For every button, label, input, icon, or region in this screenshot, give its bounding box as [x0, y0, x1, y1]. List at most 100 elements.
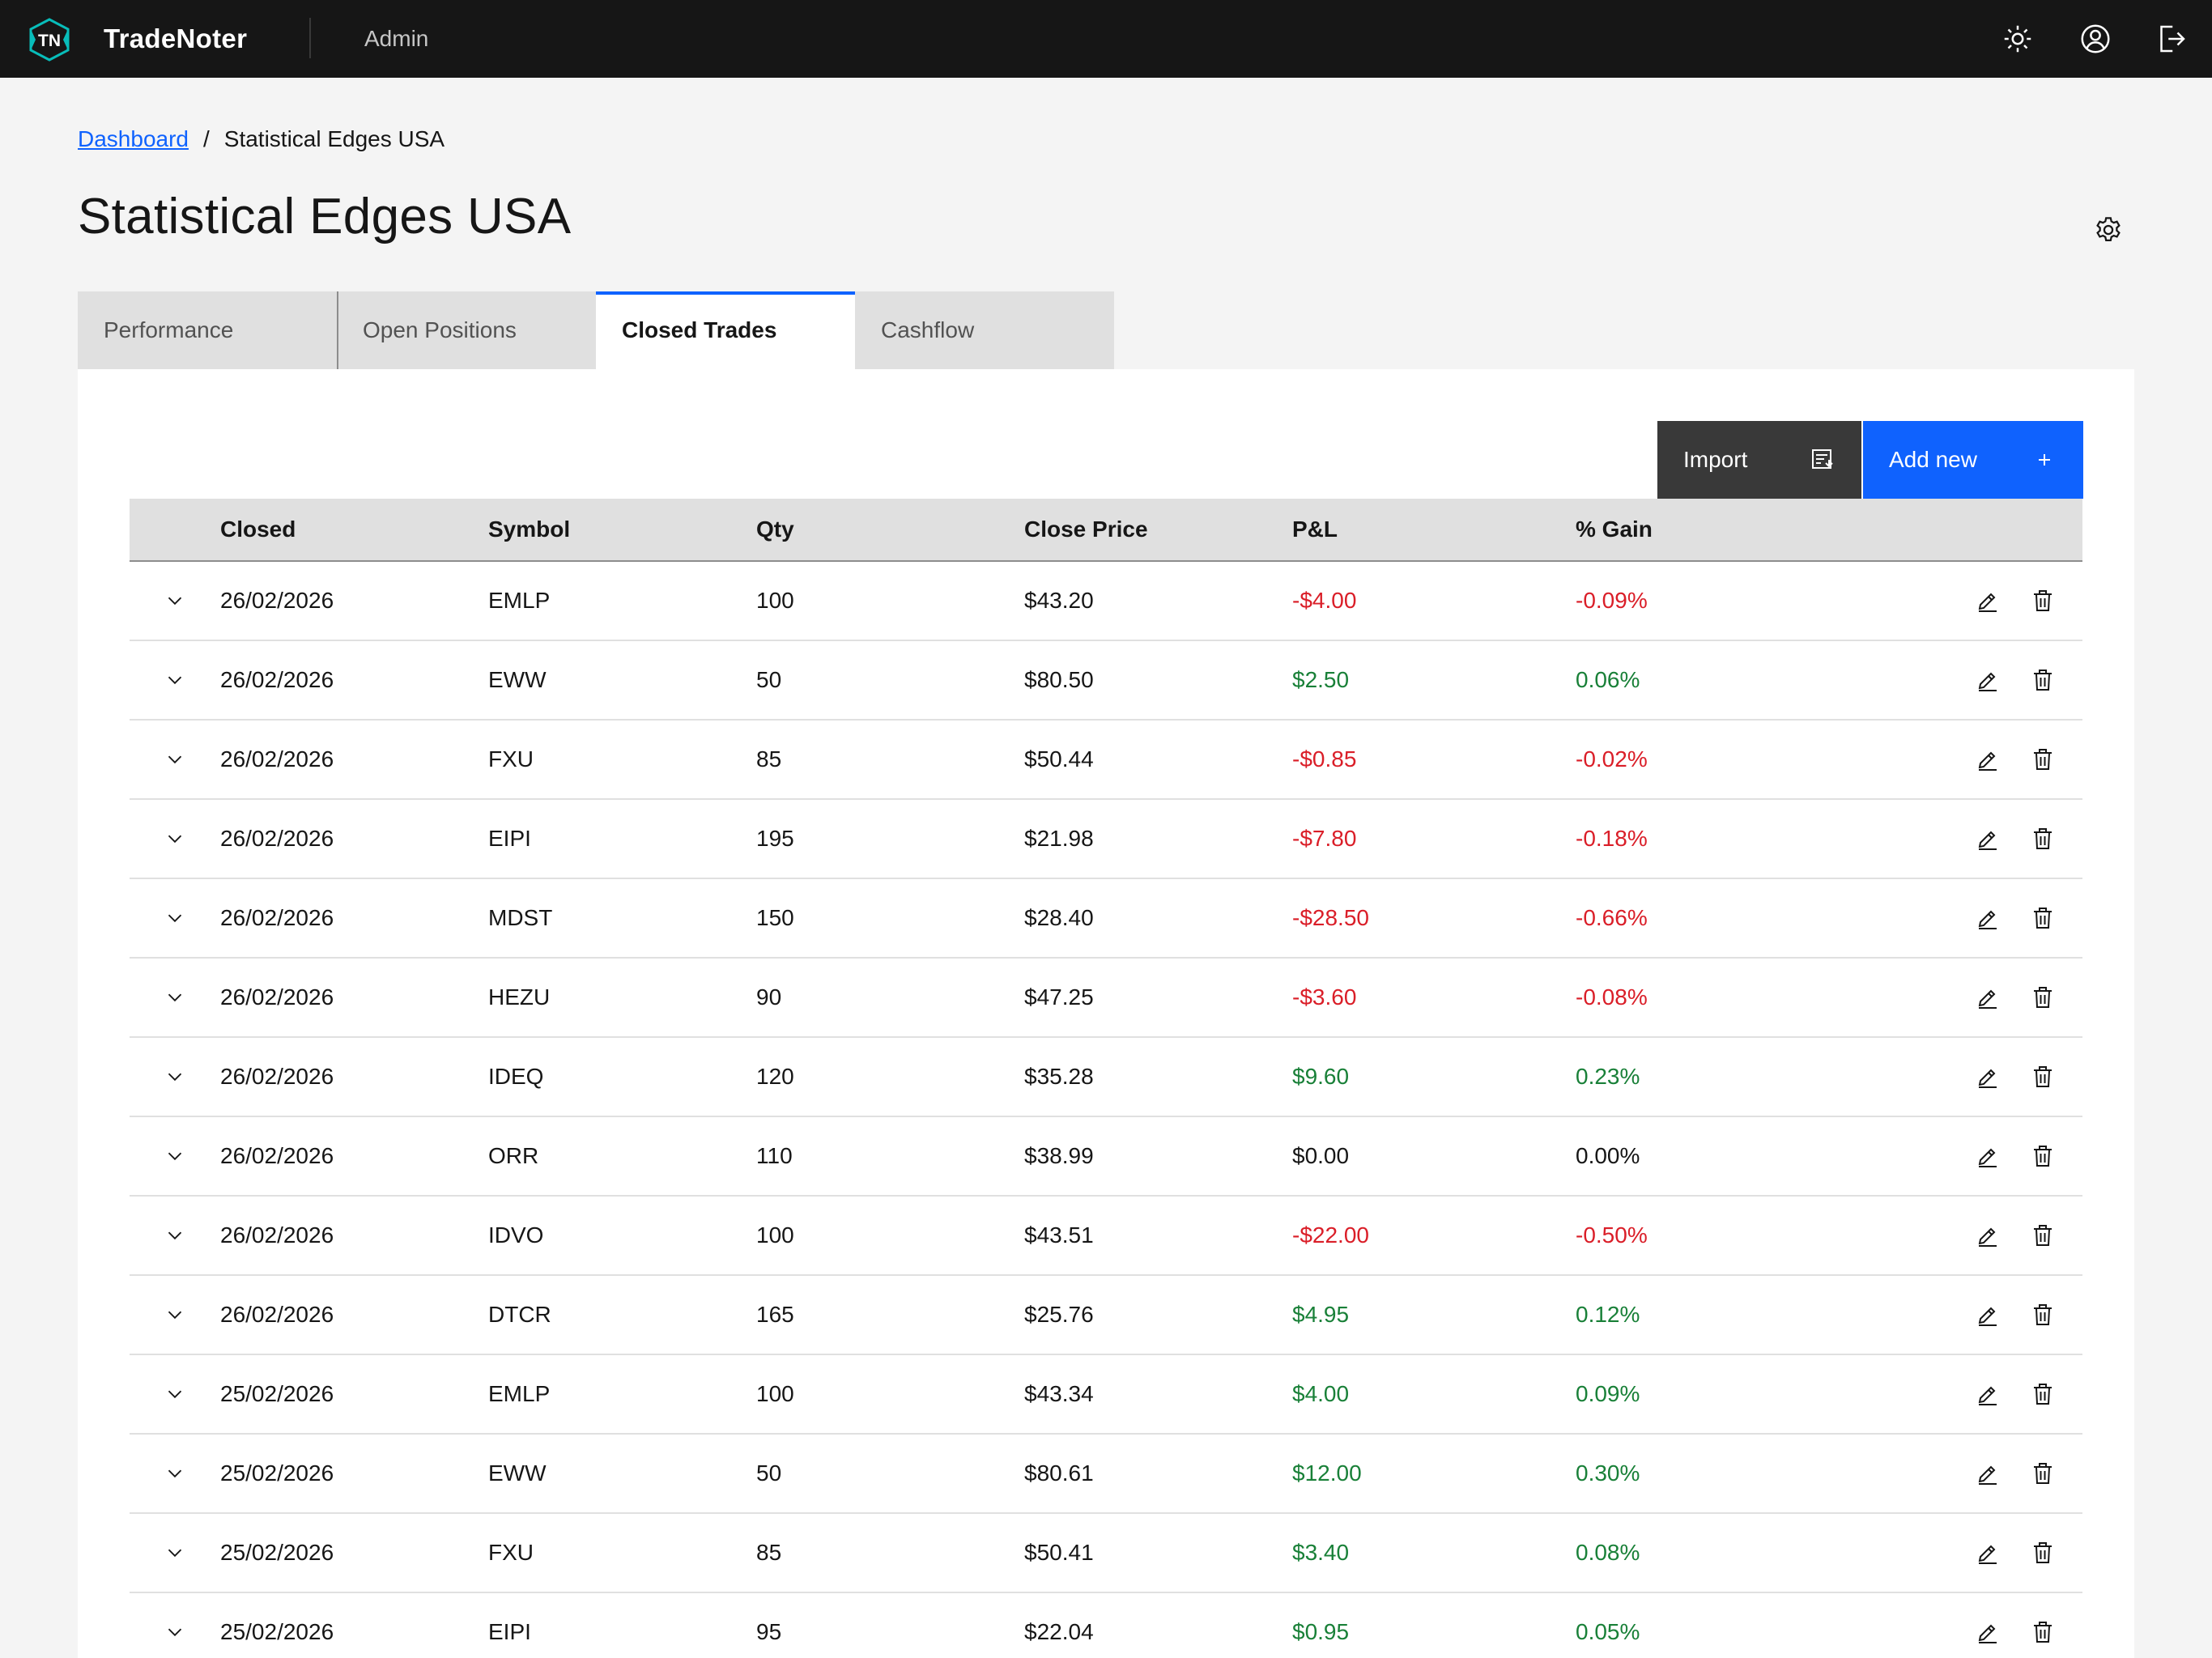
theme-toggle-button[interactable]	[1998, 19, 2037, 58]
cell-closed: 25/02/2026	[220, 1460, 334, 1486]
edit-trade-button[interactable]	[1972, 665, 2003, 695]
pencil-icon	[1978, 672, 1997, 691]
cell-symbol: IDVO	[488, 1222, 544, 1248]
trash-icon	[2034, 590, 2052, 611]
delete-trade-button[interactable]	[2027, 903, 2058, 933]
app-name[interactable]: TradeNoter	[104, 23, 248, 53]
trash-icon	[2034, 1146, 2052, 1167]
delete-trade-button[interactable]	[2027, 1617, 2058, 1647]
trash-icon	[2034, 908, 2052, 929]
cell-qty: 195	[756, 826, 794, 851]
edit-trade-button[interactable]	[1972, 585, 2003, 616]
logout-icon	[2160, 25, 2185, 53]
trash-icon	[2034, 828, 2052, 849]
gear-icon	[2096, 217, 2121, 241]
delete-trade-button[interactable]	[2027, 1220, 2058, 1251]
logout-button[interactable]	[2152, 19, 2191, 58]
import-button[interactable]: Import	[1657, 421, 1863, 499]
edit-trade-button[interactable]	[1972, 982, 2003, 1013]
table-row: 26/02/2026 IDVO 100 $43.51 -$22.00 -0.50…	[130, 1197, 2082, 1276]
edit-trade-button[interactable]	[1972, 903, 2003, 933]
expand-row-button[interactable]	[160, 903, 190, 933]
cell-pnl: -$4.00	[1292, 588, 1357, 613]
delete-trade-button[interactable]	[2027, 1379, 2058, 1409]
column-header-pnl[interactable]: P&L	[1292, 517, 1338, 542]
delete-trade-button[interactable]	[2027, 1537, 2058, 1568]
pencil-icon	[1978, 1148, 1997, 1167]
edit-trade-button[interactable]	[1972, 1299, 2003, 1330]
expand-row-button[interactable]	[160, 982, 190, 1013]
cell-close-price: $80.61	[1024, 1460, 1094, 1486]
tab-closed-trades[interactable]: Closed Trades	[596, 291, 855, 369]
expand-row-button[interactable]	[160, 1617, 190, 1647]
delete-trade-button[interactable]	[2027, 744, 2058, 775]
edit-trade-button[interactable]	[1972, 1220, 2003, 1251]
edit-trade-button[interactable]	[1972, 1458, 2003, 1489]
delete-trade-button[interactable]	[2027, 1458, 2058, 1489]
tab-performance[interactable]: Performance	[78, 291, 337, 369]
column-header-closed[interactable]: Closed	[220, 517, 296, 542]
edit-trade-button[interactable]	[1972, 1617, 2003, 1647]
expand-row-button[interactable]	[160, 1379, 190, 1409]
edit-trade-button[interactable]	[1972, 744, 2003, 775]
delete-trade-button[interactable]	[2027, 1299, 2058, 1330]
expand-row-button[interactable]	[160, 1061, 190, 1092]
page-title: Statistical Edges USA	[78, 189, 572, 244]
column-header-qty[interactable]: Qty	[756, 517, 794, 542]
table-row: 26/02/2026 EIPI 195 $21.98 -$7.80 -0.18%	[130, 800, 2082, 879]
settings-button[interactable]	[2091, 212, 2126, 248]
cell-gain: 0.23%	[1576, 1064, 1640, 1089]
cell-closed: 26/02/2026	[220, 1302, 334, 1327]
delete-trade-button[interactable]	[2027, 1141, 2058, 1171]
expand-row-button[interactable]	[160, 823, 190, 854]
pencil-icon	[1978, 910, 1997, 929]
trash-icon	[2034, 1066, 2052, 1087]
column-header-gain[interactable]: % Gain	[1576, 517, 1653, 542]
expand-row-button[interactable]	[160, 744, 190, 775]
cell-pnl: $2.50	[1292, 667, 1350, 692]
cell-closed: 26/02/2026	[220, 746, 334, 772]
expand-row-button[interactable]	[160, 1299, 190, 1330]
cell-pnl: -$0.85	[1292, 746, 1357, 772]
chevron-down-icon	[168, 1469, 182, 1478]
closed-trades-table: Closed Symbol Qty Close Price P&L % Gain…	[130, 499, 2082, 1658]
expand-row-button[interactable]	[160, 1458, 190, 1489]
delete-trade-button[interactable]	[2027, 1061, 2058, 1092]
cell-close-price: $80.50	[1024, 667, 1094, 692]
chevron-down-icon	[168, 1628, 182, 1637]
logo-icon: TN	[29, 18, 70, 62]
expand-row-button[interactable]	[160, 1141, 190, 1171]
expand-row-button[interactable]	[160, 1537, 190, 1568]
cell-symbol: EWW	[488, 667, 547, 692]
breadcrumb-dashboard-link[interactable]: Dashboard	[78, 126, 189, 151]
header-divider	[309, 18, 311, 58]
add-new-button[interactable]: Add new	[1863, 421, 2083, 499]
cell-closed: 25/02/2026	[220, 1381, 334, 1406]
delete-trade-button[interactable]	[2027, 982, 2058, 1013]
expand-row-button[interactable]	[160, 1220, 190, 1251]
app-logo[interactable]: TN	[28, 18, 71, 62]
edit-trade-button[interactable]	[1972, 1141, 2003, 1171]
expand-row-button[interactable]	[160, 585, 190, 616]
column-header-symbol[interactable]: Symbol	[488, 517, 571, 542]
delete-trade-button[interactable]	[2027, 665, 2058, 695]
user-profile-button[interactable]	[2076, 19, 2115, 58]
edit-trade-button[interactable]	[1972, 1379, 2003, 1409]
edit-trade-button[interactable]	[1972, 1061, 2003, 1092]
cell-closed: 25/02/2026	[220, 1619, 334, 1644]
tab-cashflow[interactable]: Cashflow	[855, 291, 1114, 369]
delete-trade-button[interactable]	[2027, 823, 2058, 854]
tab-open-positions[interactable]: Open Positions	[337, 291, 596, 369]
pencil-icon	[1978, 1545, 1997, 1564]
cell-closed: 26/02/2026	[220, 1222, 334, 1248]
delete-trade-button[interactable]	[2027, 585, 2058, 616]
edit-trade-button[interactable]	[1972, 1537, 2003, 1568]
cell-close-price: $43.51	[1024, 1222, 1094, 1248]
trash-icon	[2034, 987, 2052, 1008]
column-header-close-price[interactable]: Close Price	[1024, 517, 1148, 542]
cell-closed: 26/02/2026	[220, 1064, 334, 1089]
expand-row-button[interactable]	[160, 665, 190, 695]
edit-trade-button[interactable]	[1972, 823, 2003, 854]
cell-close-price: $28.40	[1024, 905, 1094, 930]
cell-symbol: EIPI	[488, 826, 531, 851]
